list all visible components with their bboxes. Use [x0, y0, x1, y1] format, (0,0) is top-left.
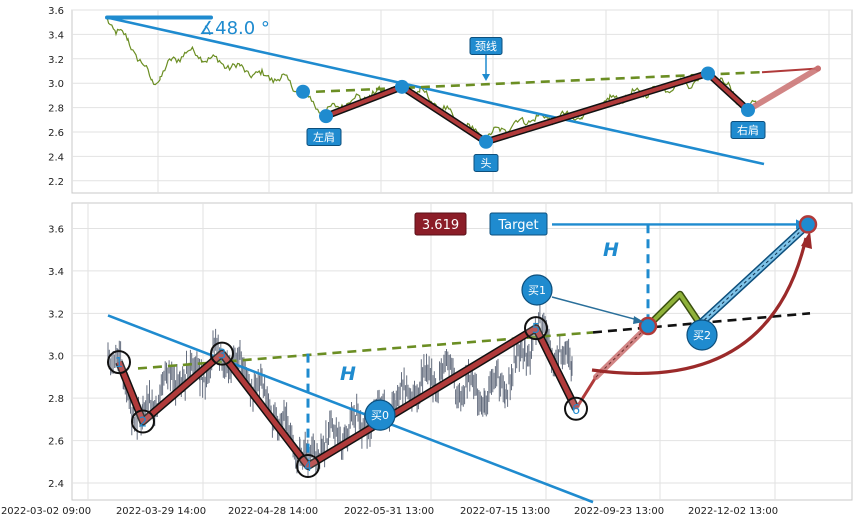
- head-label-box: [473, 154, 499, 172]
- top-y-tick-label: 3.0: [48, 79, 64, 90]
- wave-point-label: 4: [304, 460, 312, 475]
- top-pattern-marker: [296, 84, 310, 99]
- wave-point-circle: [524, 316, 548, 341]
- left-shoulder-label: 左肩: [313, 130, 335, 144]
- wave-point-circle: [131, 409, 155, 434]
- buy-badge-label: 买0: [371, 409, 389, 422]
- head-label: 头: [481, 157, 492, 170]
- x-tick-label: 2022-05-31 13:00: [344, 506, 434, 517]
- x-tick-label: 2022-03-02 09:00: [1, 506, 91, 517]
- wave-point-label: 1: [115, 356, 123, 371]
- top-neck-extension: [761, 67, 819, 74]
- wave-point-circle: [564, 396, 588, 421]
- right-shoulder-label: 右肩: [737, 123, 759, 137]
- projection-to-buy1-dash: [595, 325, 649, 378]
- target-box: [489, 212, 548, 236]
- bottom-y-tick-label: 2.8: [48, 394, 64, 405]
- h-label-left: H: [340, 363, 356, 385]
- target-curve-arrowhead: [801, 231, 812, 249]
- top-y-tick-label: 2.2: [48, 177, 64, 188]
- buy-badge: [686, 319, 718, 351]
- buy1-connector: [551, 296, 639, 321]
- target-value-label: 3.619: [422, 218, 459, 233]
- target-curve-arrow: [591, 237, 808, 375]
- wave-point-circle: [210, 341, 234, 366]
- x-tick-label: 2022-07-15 13:00: [460, 506, 550, 517]
- right-shoulder-label-box: [730, 121, 766, 139]
- top-trend-line: [106, 16, 765, 166]
- target-value-box: [414, 212, 467, 236]
- buy-badge-label: 买2: [693, 329, 711, 342]
- bottom-y-tick-label: 2.6: [48, 437, 64, 448]
- top-y-tick-label: 3.6: [48, 6, 64, 17]
- neckline-label: 颈线: [475, 39, 497, 53]
- bottom-trend-line: [107, 314, 594, 504]
- bottom-panel-frame: [71, 202, 853, 501]
- projection-start: [574, 376, 598, 410]
- buy-badge-label: 买1: [528, 284, 546, 297]
- pullback-path: [646, 292, 702, 328]
- top-pattern-point: [701, 66, 715, 81]
- bottom-y-tick-label: 3.6: [48, 224, 64, 235]
- top-pattern-point: [741, 103, 755, 118]
- top-y-tick-label: 2.4: [48, 152, 64, 163]
- h-label-right: H: [603, 239, 619, 261]
- x-tick-label: 2022-09-23 13:00: [574, 506, 664, 517]
- top-y-tick-label: 2.8: [48, 104, 64, 115]
- bottom-y-tick-label: 2.4: [48, 479, 64, 490]
- bottom-y-tick-label: 3.0: [48, 352, 64, 363]
- wave-point-label: 5: [532, 322, 540, 337]
- wave-point-label: 3: [218, 348, 226, 363]
- top-pattern-point: [479, 134, 493, 149]
- angle-label: ∡48.0 °: [199, 18, 270, 39]
- buy1-point: [638, 316, 658, 336]
- top-pattern-point: [319, 109, 333, 124]
- top-pattern-point: [395, 79, 409, 94]
- bottom-y-tick-label: 3.4: [48, 267, 64, 278]
- top-y-tick-label: 2.6: [48, 128, 64, 139]
- top-y-tick-label: 3.2: [48, 55, 64, 66]
- target-label: Target: [497, 218, 538, 233]
- wave-point-circle: [296, 454, 320, 479]
- x-tick-label: 2022-04-28 14:00: [228, 506, 318, 517]
- top-breakout-end: [815, 65, 821, 72]
- top-breakout-segment: [745, 65, 821, 114]
- target-point: [798, 215, 818, 234]
- x-tick-label: 2022-03-29 14:00: [116, 506, 206, 517]
- rise-path-dash: [699, 224, 809, 325]
- neckline-arrowhead: [482, 74, 490, 81]
- buy1-connector-head: [633, 316, 644, 324]
- left-shoulder-label-box: [306, 128, 342, 146]
- buy-badge: [521, 274, 553, 306]
- buy-badge: [364, 399, 396, 431]
- top-y-tick-label: 3.4: [48, 30, 64, 41]
- wave-point-label: 2: [139, 416, 147, 431]
- bottom-y-tick-label: 3.2: [48, 309, 64, 320]
- neckline-label-box: [469, 37, 503, 55]
- x-tick-label: 2022-12-02 13:00: [688, 506, 778, 517]
- wave-point-circle: [107, 350, 131, 375]
- top-panel-frame: [71, 9, 853, 194]
- top-price-line: [106, 17, 757, 144]
- wave-point-label: 6: [572, 403, 580, 418]
